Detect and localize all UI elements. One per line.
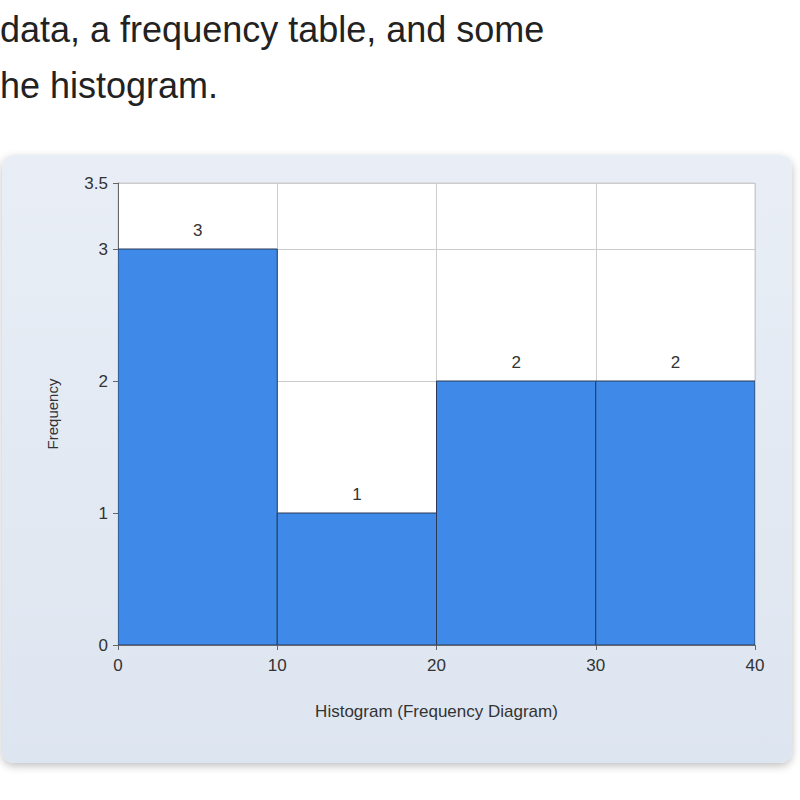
svg-text:10: 10 <box>268 656 287 675</box>
svg-text:0: 0 <box>99 636 108 655</box>
svg-text:Histogram (Frequency Diagram): Histogram (Frequency Diagram) <box>315 702 558 721</box>
html-text:data, a frequency table, and s: data, a frequency table, and some <box>0 9 545 50</box>
svg-text:40: 40 <box>746 656 765 675</box>
svg-text:1: 1 <box>99 504 108 523</box>
svg-text:2: 2 <box>99 372 108 391</box>
svg-text:3: 3 <box>99 240 108 259</box>
svg-text:2: 2 <box>671 353 680 372</box>
html-text:he histogram.: he histogram. <box>0 65 219 106</box>
svg-text:0: 0 <box>113 656 122 675</box>
svg-text:2: 2 <box>511 353 520 372</box>
svg-text:30: 30 <box>586 656 605 675</box>
svg-text:3.5: 3.5 <box>84 174 108 193</box>
svg-text:3: 3 <box>193 221 202 240</box>
svg-text:20: 20 <box>427 656 446 675</box>
svg-text:Frequency: Frequency <box>44 378 61 449</box>
svg-text:1: 1 <box>352 485 361 504</box>
